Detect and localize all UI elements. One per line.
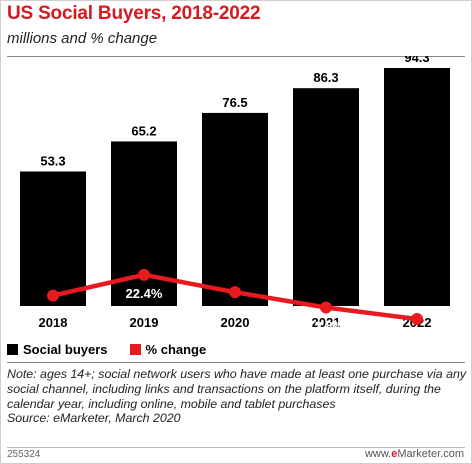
brand-e: e — [391, 448, 398, 460]
bar-value-label-2022: 94.3 — [404, 56, 429, 65]
bar-value-label-2021: 86.3 — [313, 70, 338, 85]
bar-value-label-2020: 76.5 — [222, 95, 247, 110]
chart-note: Note: ages 14+; social network users who… — [7, 367, 467, 426]
legend-item-percent-change: % change — [129, 342, 207, 357]
legend-divider — [7, 362, 465, 363]
percent-change-point-2021 — [320, 301, 332, 314]
percent-change-label-2021: 12.8% — [308, 318, 345, 333]
legend-item-social-buyers: Social buyers — [7, 342, 108, 357]
legend-swatch-percent-change — [129, 344, 141, 355]
chart-subtitle: millions and % change — [7, 30, 158, 47]
x-tick-label-2018: 2018 — [39, 315, 68, 330]
bar-2018 — [20, 171, 86, 306]
note-text: Note: ages 14+; social network users who… — [7, 367, 467, 411]
percent-change-label-2018: 16.3% — [35, 307, 72, 322]
header-divider — [7, 56, 465, 57]
x-tick-label-2020: 2020 — [221, 315, 250, 330]
percent-change-point-2022 — [411, 313, 423, 326]
percent-change-point-2018 — [47, 289, 59, 302]
percent-change-point-2019 — [138, 268, 150, 281]
bar-value-label-2019: 65.2 — [131, 123, 156, 138]
brand-prefix: www. — [364, 448, 392, 460]
legend-label-percent-change: % change — [145, 342, 207, 357]
brand-rest: Marketer.com — [397, 448, 464, 460]
percent-change-label-2022: 9.4% — [402, 330, 432, 336]
bar-2020 — [202, 112, 268, 306]
legend: Social buyers % change — [7, 342, 228, 357]
chart-id: 255324 — [7, 449, 41, 460]
chart-title: US Social Buyers, 2018-2022 — [7, 3, 261, 24]
brand-logo: www.eMarketer.com — [365, 448, 464, 460]
x-tick-label-2021: 2021 — [312, 315, 341, 330]
x-tick-label-2019: 2019 — [130, 315, 159, 330]
legend-label-social-buyers: Social buyers — [23, 342, 108, 357]
source-text: Source: eMarketer, March 2020 — [7, 411, 181, 426]
footer-divider — [7, 447, 465, 448]
bar-2021 — [293, 88, 359, 306]
bar-value-label-2018: 53.3 — [40, 153, 65, 168]
percent-change-point-2020 — [229, 286, 241, 299]
percent-change-label-2019: 22.4% — [126, 286, 163, 301]
percent-change-label-2020: 17.3% — [217, 303, 254, 318]
bar-line-chart: 53.3201865.2201976.5202086.3202194.32022… — [20, 56, 450, 336]
bar-2022 — [384, 68, 450, 306]
legend-swatch-social-buyers — [7, 344, 18, 355]
